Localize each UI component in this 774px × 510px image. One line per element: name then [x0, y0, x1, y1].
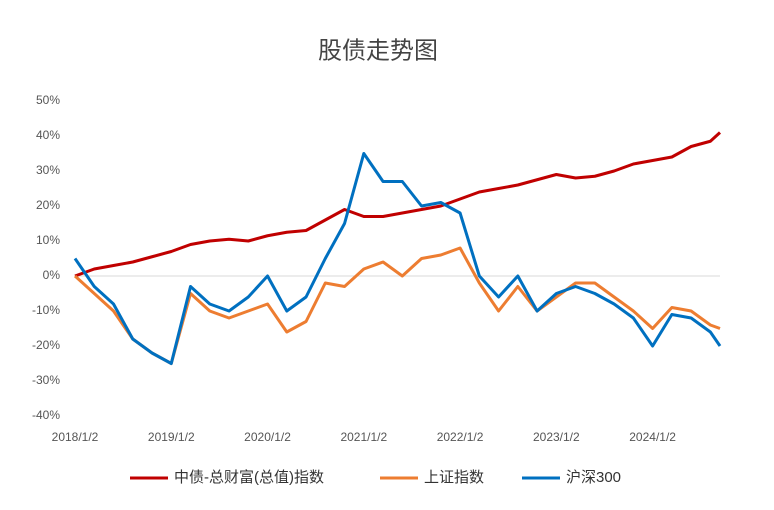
- x-tick-label: 2024/1/2: [629, 430, 676, 444]
- y-tick-label: -10%: [32, 303, 60, 317]
- line-series: [74, 131, 722, 278]
- y-tick-label: 20%: [36, 198, 60, 212]
- y-tick-label: 40%: [36, 128, 60, 142]
- y-tick-label: 0%: [43, 268, 61, 282]
- y-tick-label: -40%: [32, 408, 60, 422]
- y-tick-label: -30%: [32, 373, 60, 387]
- chart-title: 股债走势图: [318, 37, 438, 64]
- line-series: [73, 246, 721, 365]
- line-series: [73, 152, 722, 365]
- x-tick-label: 2019/1/2: [148, 430, 195, 444]
- y-tick-label: 30%: [36, 163, 60, 177]
- x-tick-label: 2020/1/2: [244, 430, 291, 444]
- x-tick-label: 2022/1/2: [437, 430, 484, 444]
- x-tick-label: 2021/1/2: [340, 430, 387, 444]
- legend-label: 上证指数: [424, 469, 484, 486]
- x-tick-label: 2023/1/2: [533, 430, 580, 444]
- x-tick-label: 2018/1/2: [52, 430, 99, 444]
- legend-label: 沪深300: [566, 469, 621, 486]
- legend-label: 中债-总财富(总值)指数: [174, 468, 324, 486]
- y-tick-label: 50%: [36, 93, 60, 107]
- y-tick-label: -20%: [32, 338, 60, 352]
- y-tick-label: 10%: [36, 233, 60, 247]
